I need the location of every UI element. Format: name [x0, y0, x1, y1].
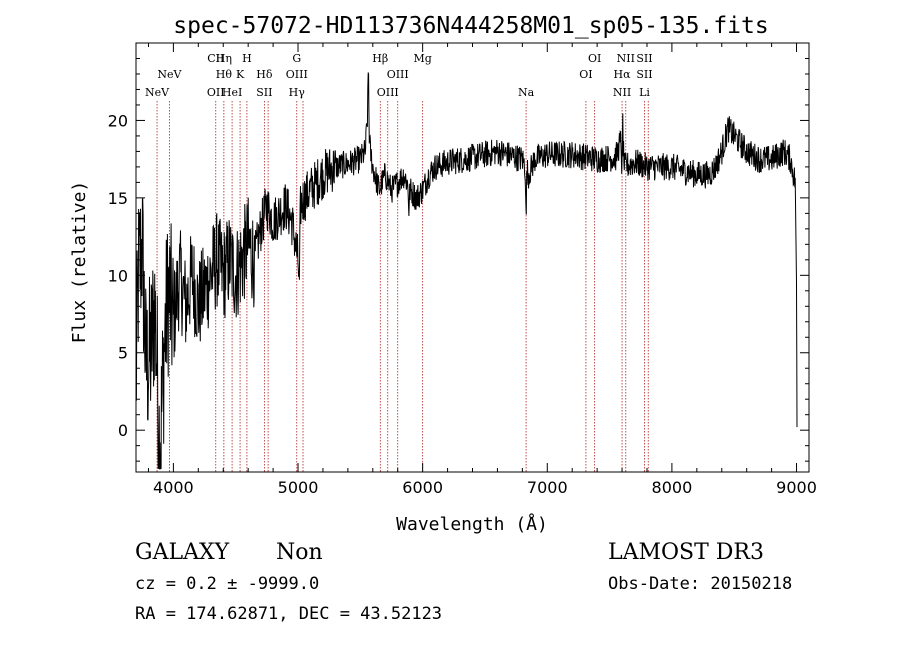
line-label: OIII — [286, 68, 308, 81]
x-tick-label: 7000 — [527, 478, 568, 497]
line-label: CII — [207, 52, 224, 65]
y-tick-label: 0 — [118, 421, 128, 440]
line-label: NII — [617, 52, 635, 65]
y-axis-label: Flux (relative) — [69, 181, 90, 344]
object-subclass: Non — [276, 540, 323, 565]
line-label: SII — [636, 52, 652, 65]
flux-series-line — [135, 72, 798, 470]
x-tick-label: 8000 — [652, 478, 693, 497]
x-tick-label: 5000 — [278, 478, 319, 497]
x-tick-label: 9000 — [776, 478, 817, 497]
line-label: OI — [579, 68, 592, 81]
x-tick-label: 6000 — [402, 478, 443, 497]
line-label: Mg — [413, 52, 431, 65]
line-label: G — [292, 52, 301, 65]
line-label: OIII — [387, 68, 409, 81]
line-label: Li — [639, 86, 650, 99]
line-label: SII — [636, 68, 652, 81]
line-label: H — [242, 52, 252, 65]
line-label: Na — [518, 86, 535, 99]
survey-name: LAMOST DR3 — [608, 540, 764, 565]
line-label: OIII — [377, 86, 399, 99]
line-label: Hβ — [372, 52, 388, 65]
line-label: NeV — [145, 86, 170, 99]
y-tick-label: 10 — [108, 266, 128, 285]
spectral-line-labels: NeV NeV CII OII Hη Hθ HeI KH Hδ SII G OIII Hγ Hβ OIII O… — [145, 52, 653, 99]
y-tick-label: 5 — [118, 344, 128, 363]
line-label: HeI — [222, 86, 242, 99]
line-label: NeV — [157, 68, 182, 81]
coordinates-text: RA = 174.62871, DEC = 43.52123 — [135, 604, 442, 624]
line-label: OI — [588, 52, 601, 65]
line-label: NII — [613, 86, 631, 99]
chart-title: spec-57072-HD113736N444258M01_sp05-135.f… — [173, 13, 768, 39]
line-label: Hη — [216, 52, 232, 65]
y-axis-ticks: 0 5 10 15 20 — [108, 57, 809, 462]
redshift-text: cz = 0.2 ± -9999.0 — [135, 574, 319, 594]
line-label: Hθ — [216, 68, 233, 81]
x-axis-label: Wavelength (Å) — [396, 513, 548, 535]
y-tick-label: 15 — [108, 189, 128, 208]
line-label: SII — [256, 86, 272, 99]
line-label: Hδ — [256, 68, 273, 81]
spectral-line-markers — [156, 101, 649, 472]
line-label: K — [236, 68, 245, 81]
y-tick-label: 20 — [108, 111, 128, 130]
observation-date: Obs-Date: 20150218 — [608, 574, 792, 594]
line-label: Hα — [614, 68, 632, 81]
line-label: Hγ — [289, 86, 306, 99]
x-tick-label: 4000 — [153, 478, 194, 497]
line-label: OII — [207, 86, 225, 99]
x-axis-ticks: 4000 5000 6000 7000 8000 9000 — [147, 43, 817, 497]
object-class: GALAXY — [135, 540, 230, 565]
